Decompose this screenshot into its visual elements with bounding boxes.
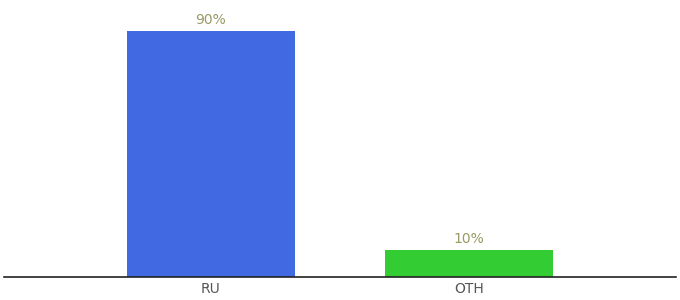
- Bar: [385, 250, 553, 277]
- Bar: [127, 32, 295, 277]
- Text: 90%: 90%: [195, 14, 226, 27]
- Text: 10%: 10%: [454, 232, 485, 246]
